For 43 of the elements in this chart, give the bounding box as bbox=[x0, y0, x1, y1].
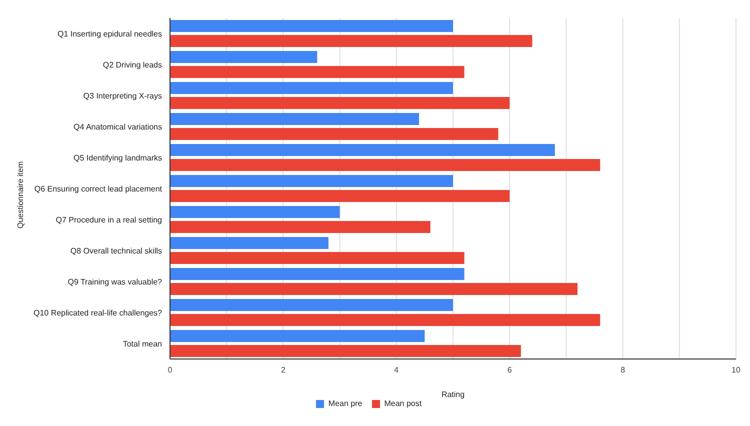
bar bbox=[170, 97, 510, 109]
x-tick-label: 6 bbox=[507, 366, 512, 375]
bar bbox=[170, 314, 600, 326]
y-tick-label: Q10 Replicated real-life challenges? bbox=[33, 308, 163, 318]
bar bbox=[170, 51, 318, 63]
y-axis-title: Questionnaire item bbox=[16, 161, 25, 228]
bar bbox=[170, 113, 420, 125]
y-tick-label: Q1 Inserting epidural needles bbox=[57, 30, 162, 38]
bar bbox=[170, 20, 453, 32]
bar bbox=[170, 82, 453, 94]
bar bbox=[170, 237, 328, 249]
bar bbox=[170, 128, 498, 140]
y-tick-label: Q7 Procedure in a real setting bbox=[56, 216, 162, 224]
bar bbox=[170, 190, 510, 202]
y-tick-label: Q8 Overall technical skills bbox=[70, 246, 162, 256]
x-tick-label: 0 bbox=[168, 366, 173, 375]
x-axis-title: Rating bbox=[441, 390, 465, 399]
y-tick-label: Q4 Anatomical variations bbox=[74, 122, 162, 132]
x-tick-label: 2 bbox=[280, 366, 286, 375]
y-tick-label: Total mean bbox=[122, 340, 162, 348]
legend-label: Mean pre bbox=[328, 399, 362, 408]
y-tick-label: Q9 Training was valuable? bbox=[68, 278, 163, 286]
legend-label: Mean post bbox=[384, 399, 422, 408]
bar bbox=[170, 35, 532, 47]
bar bbox=[170, 299, 453, 311]
x-tick-label: 10 bbox=[732, 366, 741, 375]
x-tick-label: 4 bbox=[394, 366, 400, 375]
bar bbox=[170, 206, 340, 218]
bar bbox=[170, 330, 425, 342]
y-tick-label: Q3 Interpreting X-rays bbox=[83, 92, 162, 100]
x-tick-label: 8 bbox=[620, 366, 626, 375]
bar bbox=[170, 144, 555, 156]
y-tick-label: Q6 Ensuring correct lead placement bbox=[34, 184, 163, 194]
bar bbox=[170, 221, 430, 233]
y-tick-label: Q2 Driving leads bbox=[102, 60, 162, 70]
y-tick-label: Q5 Identifying landmarks bbox=[74, 154, 162, 162]
bar bbox=[170, 345, 521, 357]
bar bbox=[170, 159, 600, 171]
bar bbox=[170, 252, 464, 264]
bar bbox=[170, 268, 464, 280]
bar bbox=[170, 66, 464, 78]
bar bbox=[170, 175, 453, 187]
bar bbox=[170, 283, 578, 295]
